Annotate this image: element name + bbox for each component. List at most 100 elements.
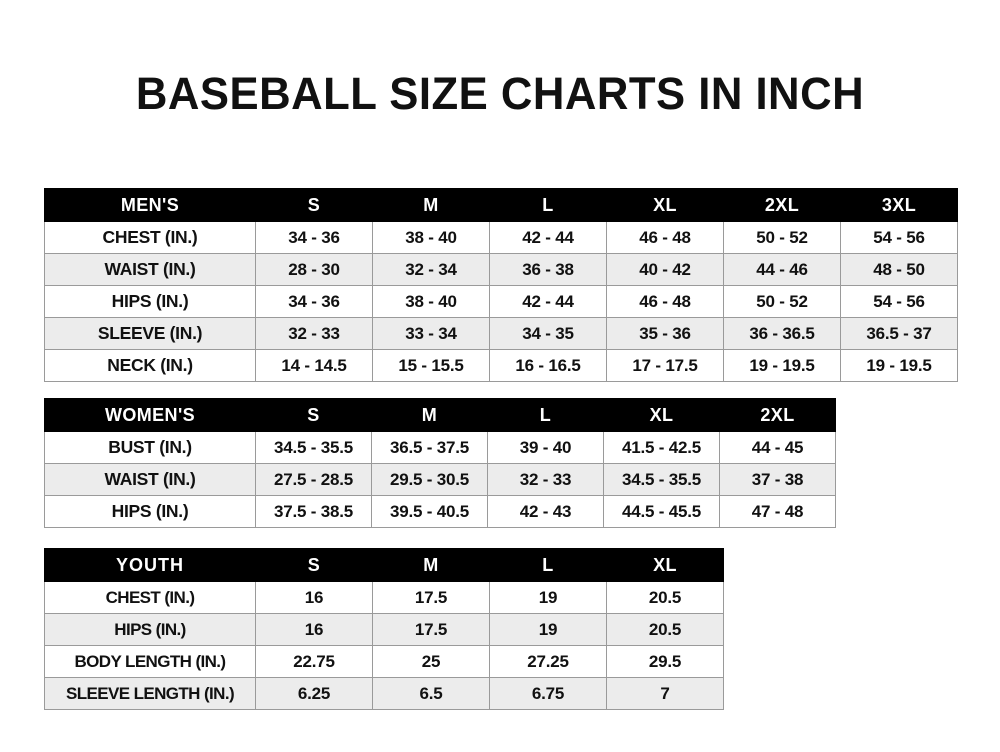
table-row: BUST (IN.) 34.5 - 35.5 36.5 - 37.5 39 - … [44,431,836,464]
mens-header-size-s: S [255,188,373,222]
cell-value: 16 - 16.5 [489,349,607,382]
table-row: SLEEVE (IN.) 32 - 33 33 - 34 34 - 35 35 … [44,317,958,350]
page-title: BASEBALL SIZE CHARTS IN INCH [135,68,865,119]
cell-value: 47 - 48 [719,495,836,528]
cell-value: 35 - 36 [606,317,724,350]
cell-value: 32 - 33 [255,317,373,350]
row-label: SLEEVE (IN.) [44,317,256,350]
cell-value: 54 - 56 [840,285,958,318]
cell-value: 6.75 [489,677,607,710]
youth-header-size-xl: XL [606,548,724,582]
cell-value: 38 - 40 [372,221,490,254]
table-header-row: YOUTH S M L XL [44,548,724,582]
row-label: CHEST (IN.) [44,221,256,254]
cell-value: 6.5 [372,677,490,710]
womens-size-table: WOMEN'S S M L XL 2XL BUST (IN.) 34.5 - 3… [44,398,836,528]
row-label: WAIST (IN.) [44,253,256,286]
cell-value: 42 - 44 [489,285,607,318]
cell-value: 28 - 30 [255,253,373,286]
row-label: BUST (IN.) [44,431,256,464]
table-row: NECK (IN.) 14 - 14.5 15 - 15.5 16 - 16.5… [44,349,958,382]
mens-header-size-m: M [372,188,490,222]
mens-header-size-xl: XL [606,188,724,222]
cell-value: 44.5 - 45.5 [603,495,720,528]
cell-value: 20.5 [606,613,724,646]
cell-value: 44 - 45 [719,431,836,464]
cell-value: 34.5 - 35.5 [603,463,720,496]
youth-header-category: YOUTH [44,548,256,582]
womens-header-category: WOMEN'S [44,398,256,432]
cell-value: 36.5 - 37.5 [371,431,488,464]
youth-header-size-s: S [255,548,373,582]
mens-header-size-l: L [489,188,607,222]
cell-value: 42 - 43 [487,495,604,528]
cell-value: 17.5 [372,613,490,646]
cell-value: 22.75 [255,645,373,678]
cell-value: 46 - 48 [606,285,724,318]
womens-header-size-m: M [371,398,488,432]
cell-value: 14 - 14.5 [255,349,373,382]
youth-table-body: CHEST (IN.) 16 17.5 19 20.5 HIPS (IN.) 1… [44,581,724,710]
cell-value: 48 - 50 [840,253,958,286]
cell-value: 46 - 48 [606,221,724,254]
cell-value: 39.5 - 40.5 [371,495,488,528]
cell-value: 25 [372,645,490,678]
table-row: WAIST (IN.) 28 - 30 32 - 34 36 - 38 40 -… [44,253,958,286]
table-header-row: MEN'S S M L XL 2XL 3XL [44,188,958,222]
cell-value: 19 - 19.5 [723,349,841,382]
cell-value: 34 - 36 [255,285,373,318]
youth-header-size-l: L [489,548,607,582]
row-label: NECK (IN.) [44,349,256,382]
table-header-row: WOMEN'S S M L XL 2XL [44,398,836,432]
table-row: HIPS (IN.) 34 - 36 38 - 40 42 - 44 46 - … [44,285,958,318]
cell-value: 6.25 [255,677,373,710]
cell-value: 34 - 35 [489,317,607,350]
row-label: SLEEVE LENGTH (IN.) [44,677,256,710]
cell-value: 32 - 34 [372,253,490,286]
cell-value: 17 - 17.5 [606,349,724,382]
cell-value: 37.5 - 38.5 [255,495,372,528]
row-label: CHEST (IN.) [44,581,256,614]
cell-value: 36 - 38 [489,253,607,286]
youth-size-table: YOUTH S M L XL CHEST (IN.) 16 17.5 19 20… [44,548,724,710]
cell-value: 50 - 52 [723,221,841,254]
mens-table-body: CHEST (IN.) 34 - 36 38 - 40 42 - 44 46 -… [44,221,958,382]
mens-table-head: MEN'S S M L XL 2XL 3XL [44,188,958,222]
cell-value: 32 - 33 [487,463,604,496]
cell-value: 27.25 [489,645,607,678]
cell-value: 20.5 [606,581,724,614]
cell-value: 42 - 44 [489,221,607,254]
cell-value: 16 [255,581,373,614]
cell-value: 16 [255,613,373,646]
cell-value: 39 - 40 [487,431,604,464]
cell-value: 7 [606,677,724,710]
youth-header-size-m: M [372,548,490,582]
cell-value: 40 - 42 [606,253,724,286]
cell-value: 37 - 38 [719,463,836,496]
womens-header-size-xl: XL [603,398,720,432]
cell-value: 34 - 36 [255,221,373,254]
cell-value: 34.5 - 35.5 [255,431,372,464]
youth-table-head: YOUTH S M L XL [44,548,724,582]
womens-header-size-l: L [487,398,604,432]
row-label: HIPS (IN.) [44,495,256,528]
womens-table-body: BUST (IN.) 34.5 - 35.5 36.5 - 37.5 39 - … [44,431,836,528]
cell-value: 29.5 - 30.5 [371,463,488,496]
cell-value: 41.5 - 42.5 [603,431,720,464]
cell-value: 19 [489,613,607,646]
table-row: WAIST (IN.) 27.5 - 28.5 29.5 - 30.5 32 -… [44,463,836,496]
row-label: HIPS (IN.) [44,285,256,318]
cell-value: 38 - 40 [372,285,490,318]
cell-value: 29.5 [606,645,724,678]
table-row: CHEST (IN.) 34 - 36 38 - 40 42 - 44 46 -… [44,221,958,254]
row-label: WAIST (IN.) [44,463,256,496]
cell-value: 33 - 34 [372,317,490,350]
table-row: CHEST (IN.) 16 17.5 19 20.5 [44,581,724,614]
cell-value: 27.5 - 28.5 [255,463,372,496]
table-row: SLEEVE LENGTH (IN.) 6.25 6.5 6.75 7 [44,677,724,710]
cell-value: 36 - 36.5 [723,317,841,350]
mens-header-size-3xl: 3XL [840,188,958,222]
cell-value: 44 - 46 [723,253,841,286]
womens-table-head: WOMEN'S S M L XL 2XL [44,398,836,432]
